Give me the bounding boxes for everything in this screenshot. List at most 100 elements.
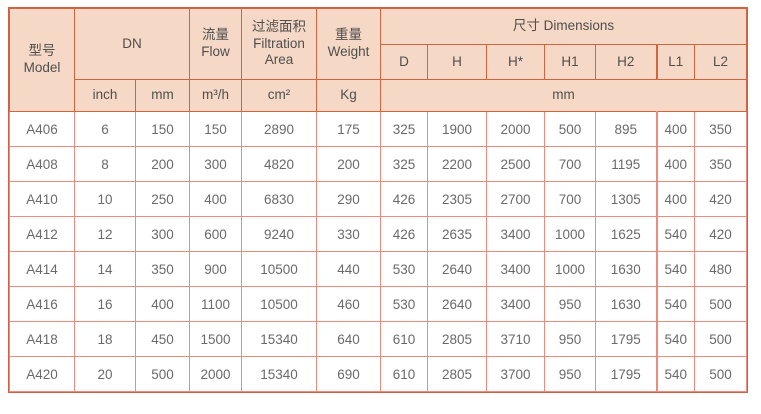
data-cell: 325: [380, 111, 428, 147]
data-cell: 9240: [241, 216, 317, 252]
col-header-filtration-zh: 过滤面积: [252, 18, 306, 34]
unit-dimensions: mm: [379, 79, 748, 112]
model-cell: A408: [9, 146, 75, 182]
data-cell: 16: [74, 286, 136, 322]
model-cell: A420: [9, 356, 75, 392]
data-cell: 14: [74, 251, 136, 287]
data-cell: 540: [655, 356, 695, 392]
data-cell: 440: [316, 251, 381, 287]
data-cell: 300: [135, 216, 190, 252]
data-cell: 150: [189, 111, 242, 147]
data-cell: 4820: [241, 146, 317, 182]
data-cell: 1000: [544, 216, 596, 252]
filter-spec-table: 型号 Model DN 流量 Flow 过滤面积 Filtration Area: [9, 8, 748, 392]
table-row-a408: A408 8 200 300 4820 200 325 2200 2500 70…: [9, 146, 748, 182]
data-cell: 450: [135, 321, 190, 357]
model-cell: A406: [9, 111, 75, 147]
col-header-weight-en: Weight: [327, 44, 370, 59]
col-header-filtration-area: 过滤面积 Filtration Area: [241, 8, 317, 80]
data-cell: 10500: [241, 251, 317, 287]
data-cell: 610: [380, 356, 428, 392]
data-cell: 700: [544, 146, 596, 182]
table-row-a410: A410 10 250 400 6830 290 426 2305 2700 7…: [9, 181, 748, 217]
data-cell: 2305: [427, 181, 487, 217]
data-cell: 640: [316, 321, 381, 357]
data-cell: 2805: [427, 356, 487, 392]
col-header-dn: DN: [74, 8, 190, 80]
data-cell: 15340: [241, 321, 317, 357]
data-cell: 8: [74, 146, 136, 182]
model-cell: A414: [9, 251, 75, 287]
unit-inch: inch: [74, 79, 136, 112]
data-cell: 895: [595, 111, 657, 147]
model-cell: A410: [9, 181, 75, 217]
data-cell: 350: [693, 146, 748, 182]
data-cell: 200: [316, 146, 381, 182]
data-cell: 1625: [595, 216, 657, 252]
data-cell: 2640: [427, 251, 487, 287]
data-cell: 400: [655, 181, 695, 217]
data-cell: 600: [189, 216, 242, 252]
table-row-a416: A416 16 400 1100 10500 460 530 2640 3400…: [9, 286, 748, 322]
data-cell: 150: [135, 111, 190, 147]
col-header-flow-en: Flow: [201, 44, 230, 59]
spec-table-wrap: 型号 Model DN 流量 Flow 过滤面积 Filtration Area: [8, 7, 749, 393]
model-cell: A418: [9, 321, 75, 357]
data-cell: 400: [655, 111, 695, 147]
data-cell: 350: [135, 251, 190, 287]
data-cell: 950: [544, 356, 596, 392]
data-cell: 460: [316, 286, 381, 322]
data-cell: 480: [693, 251, 748, 287]
data-cell: 400: [135, 286, 190, 322]
data-cell: 2640: [427, 286, 487, 322]
data-cell: 1305: [595, 181, 657, 217]
data-cell: 540: [655, 251, 695, 287]
data-cell: 420: [693, 181, 748, 217]
header-row-2: D H H* H1 H2 L1 L2: [10, 44, 748, 80]
data-cell: 540: [655, 286, 695, 322]
data-cell: 2635: [427, 216, 487, 252]
data-cell: 1100: [189, 286, 242, 322]
col-header-flow-zh: 流量: [202, 27, 229, 43]
data-cell: 400: [189, 181, 242, 217]
data-cell: 300: [189, 146, 242, 182]
col-header-dim-l1: L1: [655, 44, 695, 80]
table-row-a414: A414 14 350 900 10500 440 530 2640 3400 …: [9, 251, 748, 287]
col-header-weight: 重量 Weight: [316, 8, 381, 80]
data-cell: 20: [74, 356, 136, 392]
data-cell: 18: [74, 321, 136, 357]
col-header-flow: 流量 Flow: [189, 8, 242, 80]
data-cell: 2700: [486, 181, 545, 217]
data-cell: 325: [380, 146, 428, 182]
data-cell: 2000: [486, 111, 545, 147]
col-header-dim-h1: H1: [544, 44, 596, 80]
data-cell: 500: [544, 111, 596, 147]
data-cell: 15340: [241, 356, 317, 392]
data-cell: 6: [74, 111, 136, 147]
data-cell: 1630: [595, 286, 657, 322]
data-cell: 3400: [486, 251, 545, 287]
data-cell: 3710: [486, 321, 545, 357]
data-cell: 350: [693, 111, 748, 147]
data-cell: 420: [693, 216, 748, 252]
col-header-model: 型号 Model: [9, 8, 75, 112]
data-cell: 3400: [486, 286, 545, 322]
unit-flow: m³/h: [189, 79, 242, 112]
unit-mm: mm: [135, 79, 190, 112]
data-cell: 12: [74, 216, 136, 252]
model-cell: A412: [9, 216, 75, 252]
data-cell: 2500: [486, 146, 545, 182]
data-cell: 2805: [427, 321, 487, 357]
model-cell: A416: [9, 286, 75, 322]
data-cell: 500: [693, 286, 748, 322]
header-row-1: 型号 Model DN 流量 Flow 过滤面积 Filtration Area: [9, 8, 748, 112]
data-cell: 1195: [595, 146, 657, 182]
data-cell: 540: [655, 321, 695, 357]
data-cell: 10500: [241, 286, 317, 322]
table-row-a406: A406 6 150 150 2890 175 325 1900 2000 50…: [9, 111, 748, 147]
data-cell: 426: [380, 216, 428, 252]
data-cell: 1000: [544, 251, 596, 287]
data-cell: 900: [189, 251, 242, 287]
data-cell: 950: [544, 321, 596, 357]
